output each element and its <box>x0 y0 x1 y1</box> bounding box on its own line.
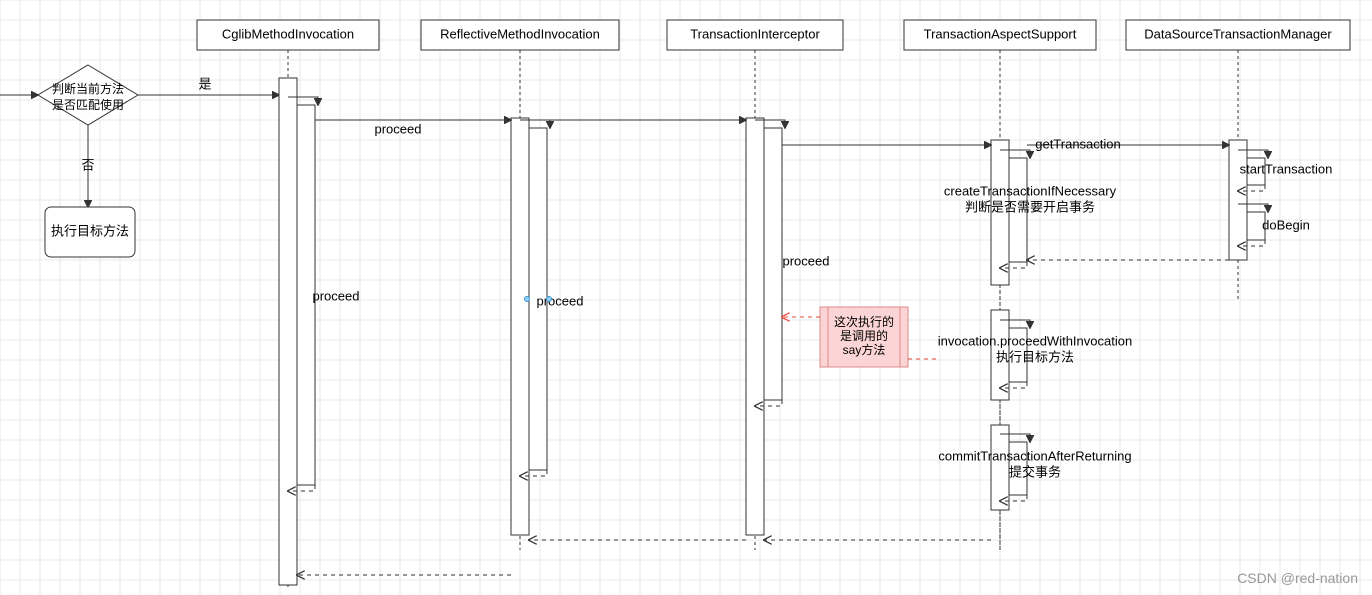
svg-text:否: 否 <box>81 157 94 172</box>
svg-text:是否匹配使用: 是否匹配使用 <box>52 97 124 112</box>
svg-text:判断当前方法: 判断当前方法 <box>52 81 124 96</box>
svg-text:createTransactionIfNecessary: createTransactionIfNecessary <box>944 183 1117 198</box>
activation-bar <box>991 425 1009 510</box>
watermark: CSDN @red-nation <box>1237 570 1358 586</box>
activation-bar <box>279 78 297 585</box>
svg-text:是: 是 <box>198 76 211 91</box>
svg-text:startTransaction: startTransaction <box>1240 161 1333 176</box>
svg-text:执行目标方法: 执行目标方法 <box>996 349 1074 364</box>
anchor-dot <box>525 297 530 302</box>
svg-text:提交事务: 提交事务 <box>1009 464 1061 479</box>
svg-text:commitTransactionAfterReturnin: commitTransactionAfterReturning <box>938 448 1131 463</box>
lifeline-label: TransactionInterceptor <box>690 26 820 41</box>
svg-text:getTransaction: getTransaction <box>1035 136 1121 151</box>
svg-text:是调用的: 是调用的 <box>840 328 888 343</box>
svg-text:invocation.proceedWithInvocati: invocation.proceedWithInvocation <box>938 333 1132 348</box>
activation-bar <box>511 118 529 535</box>
svg-text:proceed: proceed <box>783 253 830 268</box>
lifeline-label: TransactionAspectSupport <box>924 26 1077 41</box>
self-activation <box>764 128 782 400</box>
svg-text:say方法: say方法 <box>843 342 886 357</box>
svg-text:proceed: proceed <box>537 293 584 308</box>
lifeline-label: DataSourceTransactionManager <box>1144 26 1332 41</box>
lifeline-label: CglibMethodInvocation <box>222 26 354 41</box>
svg-text:判断是否需要开启事务: 判断是否需要开启事务 <box>965 199 1095 214</box>
activation-bar <box>1229 140 1247 260</box>
activation-bar <box>746 118 764 535</box>
lifeline-label: ReflectiveMethodInvocation <box>440 26 600 41</box>
svg-text:proceed: proceed <box>313 288 360 303</box>
svg-text:proceed: proceed <box>375 121 422 136</box>
anchor-dot <box>547 297 552 302</box>
svg-text:执行目标方法: 执行目标方法 <box>51 223 129 238</box>
svg-text:这次执行的: 这次执行的 <box>834 314 894 329</box>
svg-text:doBegin: doBegin <box>1262 217 1310 232</box>
